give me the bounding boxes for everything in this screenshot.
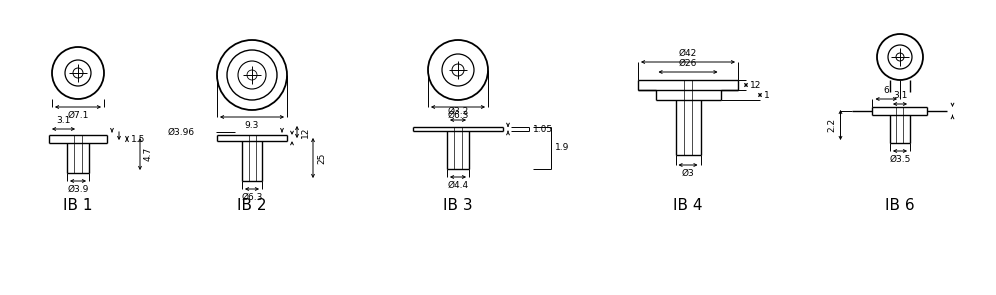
Text: 4.7: 4.7 [144,147,153,161]
Text: 1.05: 1.05 [533,124,553,134]
Text: IB 4: IB 4 [673,197,703,212]
Text: 12: 12 [301,126,310,138]
Text: 2.2: 2.2 [828,118,837,132]
Text: Ø26: Ø26 [679,59,697,68]
Text: IB 3: IB 3 [443,197,473,212]
Text: Ø3.2: Ø3.2 [447,107,469,116]
Text: Ø4.4: Ø4.4 [447,181,468,190]
Text: 3.1: 3.1 [892,91,907,100]
Text: 1.5: 1.5 [131,135,145,143]
Text: Ø42: Ø42 [679,49,697,58]
Text: Ø3.5: Ø3.5 [889,155,910,164]
Text: 25: 25 [317,152,326,164]
Text: Ø3.9: Ø3.9 [68,185,89,194]
Text: IB 1: IB 1 [64,197,93,212]
Text: IB 2: IB 2 [237,197,267,212]
Text: 12: 12 [750,81,761,89]
Text: IB 6: IB 6 [885,197,914,212]
Text: Ø6.3: Ø6.3 [447,111,469,120]
Text: Ø3.96: Ø3.96 [168,127,195,137]
Text: 1: 1 [764,91,770,99]
Text: 9.3: 9.3 [245,121,259,130]
Text: Ø3: Ø3 [681,169,694,178]
Text: 3.1: 3.1 [57,116,71,125]
Text: Ø7.1: Ø7.1 [68,111,89,120]
Text: 1.9: 1.9 [555,143,570,153]
Text: 6: 6 [883,86,889,95]
Text: Ø6.3: Ø6.3 [241,193,263,202]
